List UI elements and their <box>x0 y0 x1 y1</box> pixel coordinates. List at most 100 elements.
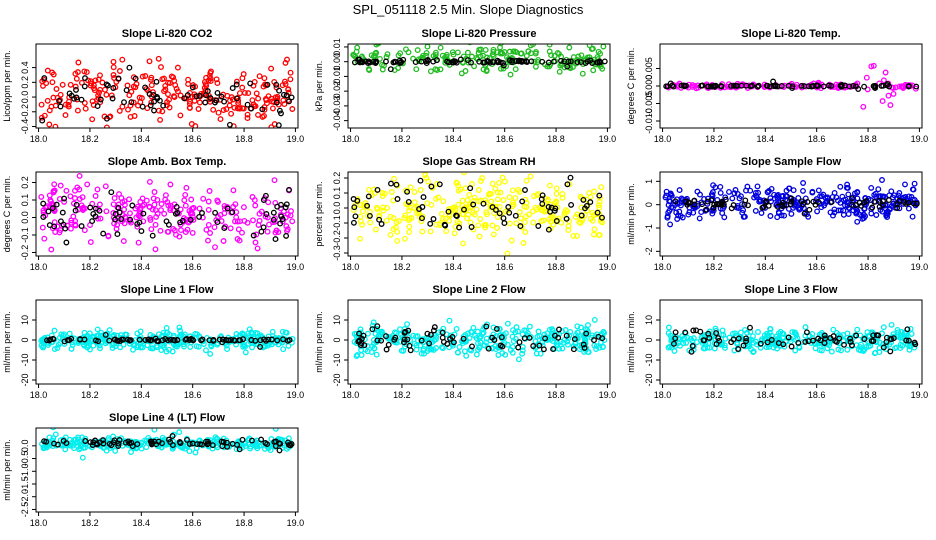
data-point <box>816 347 823 354</box>
data-point <box>538 218 545 224</box>
data-point <box>676 208 683 215</box>
data-point <box>566 332 573 339</box>
data-point <box>792 330 799 337</box>
data-point <box>718 83 724 90</box>
data-point <box>374 186 381 193</box>
data-point <box>133 81 140 87</box>
data-point <box>406 229 413 236</box>
data-point <box>147 102 154 109</box>
data-point <box>384 51 391 58</box>
data-point <box>485 345 492 352</box>
data-point <box>183 95 190 102</box>
data-point <box>873 212 880 218</box>
data-point <box>466 191 473 198</box>
data-point <box>214 219 221 226</box>
data-point <box>364 202 371 209</box>
data-point <box>82 105 89 112</box>
data-point <box>454 49 461 56</box>
data-point <box>263 211 270 217</box>
data-point <box>541 331 548 338</box>
data-point <box>431 324 438 331</box>
data-point <box>184 436 190 443</box>
data-point <box>72 207 79 214</box>
data-point <box>418 58 425 65</box>
page-title: SPL_051118 2.5 Min. Slope Diagnostics <box>352 2 584 17</box>
x-tick-label: 18.0 <box>342 262 360 272</box>
x-tick-label: 18.6 <box>184 262 202 272</box>
data-point <box>273 227 280 234</box>
data-point <box>250 217 256 224</box>
data-point <box>407 184 414 191</box>
data-point <box>241 342 248 349</box>
y-tick-label: 0.0 <box>20 440 30 453</box>
data-point <box>499 50 506 57</box>
data-point <box>747 324 753 331</box>
data-point <box>903 337 910 344</box>
data-point <box>249 194 256 200</box>
data-point <box>179 444 186 451</box>
data-point <box>84 181 91 188</box>
data-point <box>213 76 220 83</box>
y-tick-label: -0.010 <box>644 108 654 134</box>
data-point <box>672 198 679 205</box>
data-point <box>182 191 189 198</box>
data-point <box>228 414 233 419</box>
data-point <box>861 336 868 342</box>
data-point <box>530 219 537 226</box>
data-point <box>681 83 688 90</box>
data-point <box>497 44 503 51</box>
data-point <box>116 107 123 114</box>
data-point <box>110 85 117 91</box>
data-point <box>717 189 724 196</box>
data-point <box>73 75 80 82</box>
y-tick-label: 0.00 <box>332 53 342 71</box>
data-point <box>114 231 121 238</box>
data-point <box>80 205 86 212</box>
plot-frame <box>35 171 299 257</box>
data-point <box>268 336 275 343</box>
data-point <box>110 58 117 65</box>
data-point <box>391 58 398 65</box>
data-point <box>850 82 857 89</box>
data-point <box>154 95 161 102</box>
data-point <box>878 82 885 89</box>
data-point <box>289 218 296 225</box>
data-point <box>566 44 573 51</box>
data-point <box>512 212 519 219</box>
data-point <box>246 326 253 333</box>
data-point <box>220 238 227 244</box>
data-point <box>800 201 806 208</box>
data-point <box>66 98 72 105</box>
data-point <box>207 350 214 357</box>
data-point <box>74 69 81 76</box>
data-point <box>93 440 100 447</box>
data-point <box>174 336 181 343</box>
data-point <box>427 68 434 75</box>
x-tick-label: 18.4 <box>757 390 775 400</box>
data-point <box>493 325 500 332</box>
data-point <box>486 190 493 197</box>
y-tick-label: 0 <box>644 202 654 207</box>
data-point <box>785 334 792 341</box>
data-point <box>54 223 61 230</box>
data-point <box>103 115 110 122</box>
data-point <box>81 100 88 106</box>
data-point <box>210 438 217 445</box>
y-tick-label: -0.2 <box>20 104 30 120</box>
y-tick-label: 10 <box>332 315 342 325</box>
data-point <box>880 344 887 351</box>
data-point <box>52 431 59 438</box>
data-point <box>59 209 66 216</box>
data-point <box>367 219 374 226</box>
data-point <box>265 93 272 100</box>
data-point <box>40 200 47 207</box>
data-point <box>545 226 552 233</box>
data-point <box>494 49 501 56</box>
data-point <box>595 202 602 209</box>
data-point <box>676 187 683 194</box>
data-point <box>512 195 519 201</box>
data-point <box>814 83 821 89</box>
data-point <box>100 437 106 444</box>
data-point <box>909 186 916 193</box>
x-tick-label: 18.8 <box>547 262 565 272</box>
